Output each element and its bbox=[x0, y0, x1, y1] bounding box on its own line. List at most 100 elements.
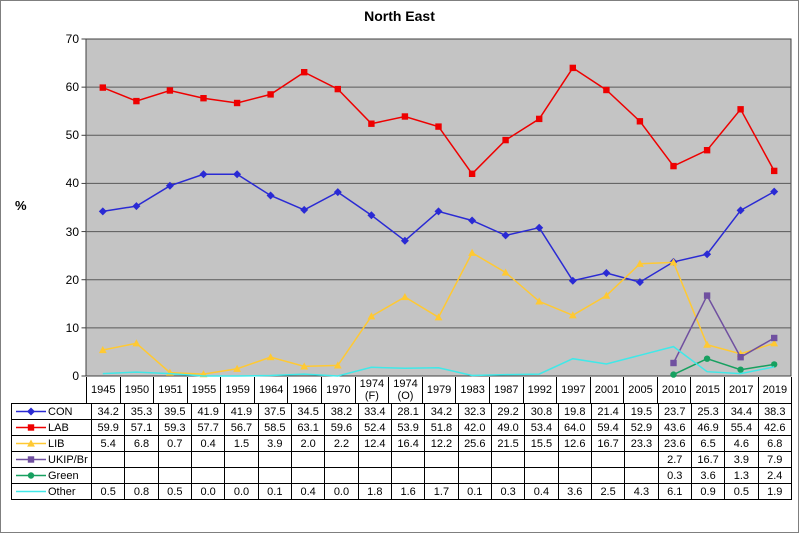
table-cell: 0.8 bbox=[124, 483, 159, 500]
square-marker-icon bbox=[200, 95, 207, 102]
y-axis-tick-label: 70 bbox=[65, 32, 79, 46]
table-cell: 59.4 bbox=[590, 419, 626, 436]
legend-label: UKIP/Br bbox=[48, 453, 88, 466]
triangle-marker-icon bbox=[132, 339, 141, 347]
table-cell bbox=[490, 467, 526, 484]
table-cell: 57.1 bbox=[124, 419, 159, 436]
table-cell bbox=[557, 451, 592, 468]
table-cell: 52.4 bbox=[357, 419, 392, 436]
square-marker-icon bbox=[401, 113, 409, 120]
ukipbr-series-sample-icon bbox=[16, 456, 46, 463]
table-cell: 32.3 bbox=[457, 403, 492, 420]
triangle-marker-icon bbox=[669, 258, 678, 266]
square-marker-icon bbox=[670, 162, 677, 170]
table-cell: 16.4 bbox=[390, 435, 426, 452]
table-cell: 5.4 bbox=[90, 435, 126, 452]
square-marker-icon bbox=[334, 85, 341, 93]
table-cell: 0.3 bbox=[657, 467, 692, 484]
table-cell bbox=[290, 451, 326, 468]
table-cell: 3.6 bbox=[557, 483, 592, 500]
table-cell: 57.7 bbox=[190, 419, 226, 436]
y-axis-tick-label: 60 bbox=[65, 80, 79, 95]
legend-key-lab: LAB bbox=[11, 419, 92, 436]
table-cell: 3.9 bbox=[724, 451, 759, 468]
circle-marker-icon bbox=[670, 371, 677, 378]
table-row: LAB 59.9 57.1 59.3 57.7 56.7 58.5 63.1 59.6 52.4 5… bbox=[11, 419, 793, 436]
triangle-marker-icon bbox=[233, 364, 241, 372]
triangle-marker-icon bbox=[401, 293, 409, 301]
square-marker-icon bbox=[771, 167, 778, 175]
table-cell: 46.9 bbox=[690, 419, 726, 436]
circle-marker-icon bbox=[771, 361, 778, 368]
square-marker-icon bbox=[703, 147, 711, 154]
table-cell: 64.0 bbox=[557, 419, 592, 436]
table-cell bbox=[190, 467, 226, 484]
square-marker-icon bbox=[468, 170, 476, 177]
table-cell bbox=[290, 467, 326, 484]
diamond-marker-icon bbox=[165, 181, 174, 190]
table-cell: 42.0 bbox=[457, 419, 492, 436]
table-cell: 59.3 bbox=[157, 419, 192, 436]
square-marker-icon bbox=[133, 97, 140, 105]
diamond-marker-icon bbox=[333, 188, 342, 197]
table-cell: 29.2 bbox=[490, 403, 526, 420]
diamond-marker-icon bbox=[635, 278, 644, 287]
lab-series-sample-icon bbox=[16, 424, 46, 431]
x-axis-label: 1974 (F) bbox=[354, 377, 389, 403]
square-marker-icon bbox=[569, 64, 576, 72]
table-cell bbox=[124, 451, 159, 468]
lib-series-sample-icon bbox=[16, 439, 46, 447]
legend-key-con: CON bbox=[11, 403, 92, 420]
square-marker-icon bbox=[233, 99, 241, 107]
table-cell: 63.1 bbox=[290, 419, 326, 436]
table-cell bbox=[624, 467, 659, 484]
table-cell: 28.1 bbox=[390, 403, 426, 420]
x-axis-label: 2005 bbox=[623, 377, 657, 403]
table-cell bbox=[190, 451, 226, 468]
table-cell: 21.5 bbox=[490, 435, 526, 452]
diamond-marker-icon bbox=[468, 216, 477, 225]
table-row: UKIP/Br 2.7 16.7 3.9 7.9 bbox=[11, 451, 793, 468]
table-cell: 35.3 bbox=[124, 403, 159, 420]
data-table: CON 34.2 35.3 39.5 41.9 41.9 37.5 34.5 38.2 33.4 2… bbox=[11, 403, 793, 500]
table-cell bbox=[90, 467, 126, 484]
x-axis-label: 1966 bbox=[287, 377, 321, 403]
table-cell: 1.9 bbox=[757, 483, 793, 500]
x-axis-label: 1964 bbox=[253, 377, 288, 403]
table-cell bbox=[90, 451, 126, 468]
table-cell bbox=[390, 467, 426, 484]
x-axis-label: 1959 bbox=[220, 377, 254, 403]
series-line-green bbox=[673, 357, 775, 376]
table-row: Green 0.3 3.6 1.3 2.4 bbox=[11, 467, 793, 484]
legend-key-other: Other bbox=[11, 483, 92, 500]
table-cell: 6.5 bbox=[690, 435, 726, 452]
circle-marker-icon bbox=[703, 355, 711, 362]
table-cell: 34.2 bbox=[90, 403, 126, 420]
triangle-marker-icon bbox=[434, 313, 443, 321]
x-axis-label: 1979 bbox=[421, 377, 456, 403]
x-axis-label: 1950 bbox=[119, 377, 154, 403]
table-cell bbox=[524, 467, 559, 484]
table-cell bbox=[590, 467, 626, 484]
table-cell: 42.6 bbox=[757, 419, 793, 436]
table-cell bbox=[157, 451, 192, 468]
square-marker-icon bbox=[636, 118, 644, 125]
diamond-marker-icon bbox=[27, 407, 35, 416]
table-cell bbox=[224, 467, 259, 484]
table-cell: 12.6 bbox=[557, 435, 592, 452]
table-cell: 12.2 bbox=[424, 435, 459, 452]
y-axis-label: % bbox=[15, 198, 27, 213]
x-axis-label: 1945 bbox=[86, 377, 120, 403]
table-cell: 38.3 bbox=[757, 403, 793, 420]
square-marker-icon bbox=[670, 359, 677, 367]
triangle-marker-icon bbox=[535, 297, 544, 305]
x-axis-label: 1987 bbox=[488, 377, 523, 403]
diamond-marker-icon bbox=[703, 250, 712, 259]
table-cell: 16.7 bbox=[590, 435, 626, 452]
table-cell bbox=[224, 451, 259, 468]
table-cell bbox=[157, 467, 192, 484]
table-cell bbox=[257, 451, 292, 468]
other-series-sample-icon bbox=[16, 490, 46, 493]
square-marker-icon bbox=[166, 87, 174, 94]
square-marker-icon bbox=[536, 115, 543, 123]
